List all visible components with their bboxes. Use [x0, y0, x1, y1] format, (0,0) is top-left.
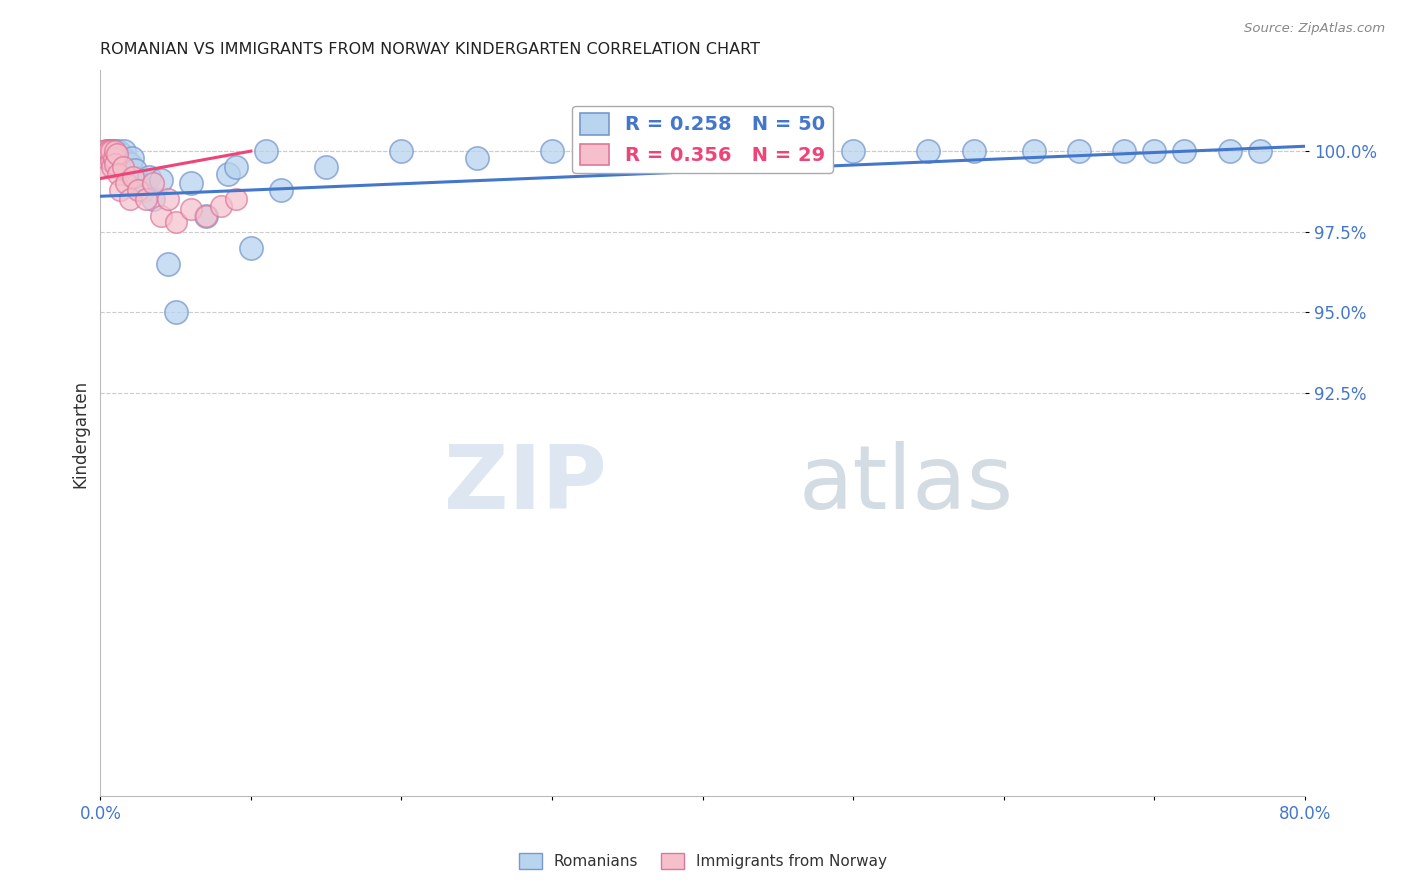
Point [661, 144, 683, 158]
Point [270, 183, 292, 197]
Point [209, 199, 232, 213]
Point [105, 153, 128, 168]
Point [180, 177, 202, 191]
Point [115, 177, 138, 191]
Point [135, 193, 157, 207]
Point [149, 209, 172, 223]
Point [108, 151, 131, 165]
Point [1022, 144, 1045, 158]
Point [104, 157, 127, 171]
Point [963, 144, 986, 158]
Point [107, 144, 129, 158]
Point [842, 144, 865, 158]
Point [225, 193, 247, 207]
Point [107, 167, 129, 181]
Point [1249, 144, 1271, 158]
Point [114, 144, 136, 158]
Point [1219, 144, 1241, 158]
Point [1114, 144, 1136, 158]
Text: atlas: atlas [799, 441, 1014, 528]
Point [96, 144, 118, 158]
Text: ZIP: ZIP [443, 441, 606, 528]
Text: ROMANIAN VS IMMIGRANTS FROM NORWAY KINDERGARTEN CORRELATION CHART: ROMANIAN VS IMMIGRANTS FROM NORWAY KINDE… [100, 42, 761, 57]
Point [108, 183, 131, 197]
Point [104, 147, 127, 161]
Point [105, 147, 128, 161]
Point [165, 215, 187, 229]
Point [1173, 144, 1195, 158]
Point [142, 177, 165, 191]
Point [104, 144, 127, 158]
Point [90, 160, 112, 174]
Point [142, 193, 165, 207]
Point [217, 167, 239, 181]
Point [110, 147, 132, 161]
Point [111, 160, 134, 174]
Point [315, 160, 337, 174]
Point [100, 153, 122, 168]
Point [157, 193, 180, 207]
Point [131, 183, 153, 197]
Point [100, 151, 122, 165]
Point [104, 144, 127, 158]
Y-axis label: Kindergarten: Kindergarten [72, 379, 89, 488]
Point [127, 183, 149, 197]
Point [115, 153, 138, 168]
Point [254, 144, 277, 158]
Point [120, 157, 142, 171]
Point [101, 144, 124, 158]
Point [1143, 144, 1166, 158]
Point [239, 241, 262, 255]
Text: Source: ZipAtlas.com: Source: ZipAtlas.com [1244, 22, 1385, 36]
Point [194, 209, 217, 223]
Point [122, 169, 145, 184]
Point [180, 202, 202, 217]
Point [465, 151, 488, 165]
Point [93, 144, 115, 158]
Point [917, 144, 939, 158]
Point [165, 305, 187, 319]
Point [194, 209, 217, 223]
Point [103, 151, 125, 165]
Point [225, 160, 247, 174]
Point [111, 160, 134, 174]
Point [127, 177, 149, 191]
Legend: Romanians, Immigrants from Norway: Romanians, Immigrants from Norway [513, 847, 893, 875]
Point [149, 173, 172, 187]
Point [120, 193, 142, 207]
Point [98, 144, 121, 158]
Point [97, 144, 120, 158]
Point [96, 151, 118, 165]
Point [391, 144, 413, 158]
Point [721, 144, 744, 158]
Point [541, 144, 564, 158]
Point [124, 163, 146, 178]
Point [100, 144, 122, 158]
Point [1067, 144, 1090, 158]
Point [117, 167, 139, 181]
Point [157, 257, 180, 271]
Legend: R = 0.258   N = 50, R = 0.356   N = 29: R = 0.258 N = 50, R = 0.356 N = 29 [572, 105, 832, 173]
Point [103, 144, 125, 158]
Point [101, 160, 124, 174]
Point [98, 144, 121, 158]
Point [97, 144, 120, 158]
Point [138, 169, 160, 184]
Point [94, 144, 117, 158]
Point [121, 151, 143, 165]
Point [797, 144, 820, 158]
